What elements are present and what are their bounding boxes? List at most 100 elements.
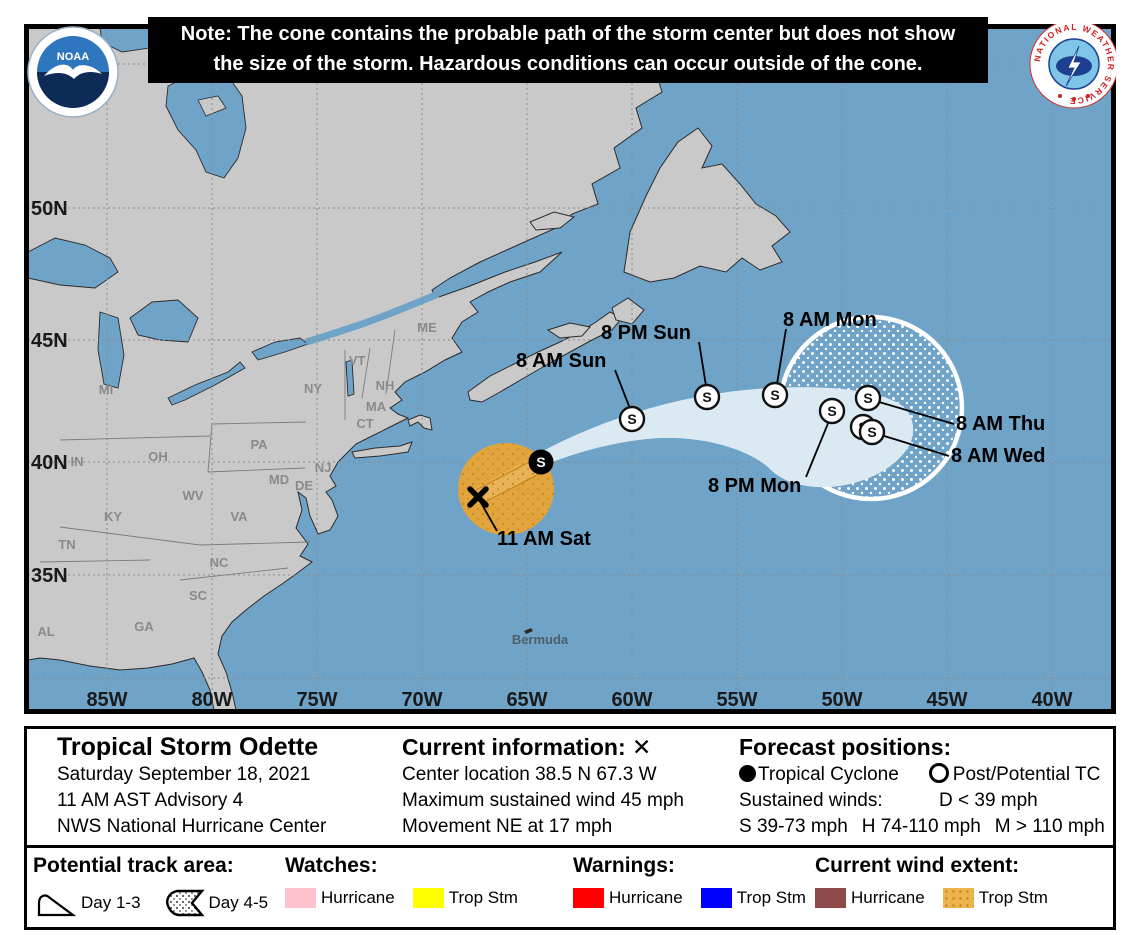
- storm-summary: Tropical Storm Odette Saturday September…: [57, 732, 326, 840]
- leader-lines: [479, 328, 955, 532]
- tropstm-extent-swatch: [942, 888, 974, 908]
- hurricane-extent-label: Hurricane: [851, 888, 925, 907]
- forecast-point: S: [854, 384, 882, 412]
- sustained-winds-row: Sustained winds: D < 39 mph: [739, 788, 1105, 814]
- lat-label: 45N: [31, 330, 68, 352]
- note-line-2: the size of the storm. Hazardous conditi…: [213, 53, 923, 75]
- state-label: DE: [295, 478, 313, 493]
- state-label: NH: [376, 378, 395, 393]
- tropstm-watch-label: Trop Stm: [448, 888, 518, 907]
- state-labels: ME VT NH MA CT NY PA NJ MD DE OH WV VA N…: [37, 320, 437, 639]
- lon-label: 85W: [86, 689, 127, 711]
- track-label: 8 AM Mon: [783, 309, 877, 331]
- lon-label: 40W: [1031, 689, 1072, 711]
- lake-erie: [167, 361, 246, 406]
- forecast-point: S: [858, 418, 886, 446]
- state-label: VT: [349, 353, 366, 368]
- forecast-point: S: [618, 405, 646, 433]
- track-label: 11 AM Sat: [497, 528, 591, 550]
- storm-agency: NWS National Hurricane Center: [57, 816, 327, 837]
- state-label: MI: [99, 382, 113, 397]
- lake-huron: [129, 299, 199, 343]
- state-label: VA: [230, 509, 248, 524]
- center-location: Center location 38.5 N 67.3 W: [402, 764, 657, 785]
- st-lawrence-river: [305, 290, 440, 346]
- state-label: NJ: [315, 460, 332, 475]
- lon-label: 65W: [506, 689, 547, 711]
- track-map: ME VT NH MA CT NY PA NJ MD DE OH WV VA N…: [24, 24, 1116, 714]
- legend-warnings: Warnings: Hurricane Trop Stm: [573, 854, 806, 908]
- state-label: SC: [189, 588, 208, 603]
- current-information: Current information: ✕ Center location 3…: [402, 732, 684, 840]
- track-label: 8 AM Thu: [956, 413, 1045, 435]
- warnings-heading: Warnings:: [573, 854, 675, 877]
- cape-breton: [611, 297, 645, 325]
- lat-label: 35N: [31, 565, 68, 587]
- state-label: NY: [304, 381, 322, 396]
- forecast-positions-heading: Forecast positions:: [739, 734, 952, 760]
- lon-label: 50W: [821, 689, 862, 711]
- tropstm-warning-label: Trop Stm: [736, 888, 806, 907]
- lon-label: 80W: [191, 689, 232, 711]
- wind-extent-heading: Current wind extent:: [815, 854, 1020, 877]
- lon-label: 45W: [926, 689, 967, 711]
- point-letter: S: [536, 454, 545, 470]
- lake-champlain: [345, 359, 355, 397]
- state-label: MA: [366, 399, 387, 414]
- storm-date: Saturday September 18, 2021: [57, 764, 311, 785]
- newfoundland: [623, 127, 791, 283]
- cone-note-banner: Note: The cone contains the probable pat…: [148, 17, 988, 83]
- noaa-logo-text: NOAA: [57, 51, 89, 63]
- tropical-cyclone-dot-icon: [739, 765, 756, 782]
- legend-row: Potential track area: Day 1-3 Day 4-5 Wa…: [27, 845, 1113, 924]
- point-letter: S: [702, 389, 711, 405]
- wind-cat-s: S 39-73 mph: [739, 816, 848, 837]
- point-letter: S: [867, 424, 876, 440]
- forecast-point: S: [693, 383, 721, 411]
- forecast-points: S S S S S: [528, 381, 886, 475]
- state-label: NC: [210, 555, 229, 570]
- lon-label: 70W: [401, 689, 442, 711]
- forecast-point: S: [818, 397, 846, 425]
- point-letter: S: [627, 411, 636, 427]
- cape-cod: [407, 414, 433, 431]
- current-position-x-icon: ✕: [632, 734, 652, 760]
- lon-label: 55W: [716, 689, 757, 711]
- prince-edward-island: [546, 322, 591, 339]
- max-sustained-wind: Maximum sustained wind 45 mph: [402, 790, 684, 811]
- note-line-1: Note: The cone contains the probable pat…: [180, 23, 956, 45]
- point-letter: S: [770, 387, 779, 403]
- state-label: KY: [104, 509, 122, 524]
- lat-label: 40N: [31, 452, 68, 474]
- hurricane-warning-swatch: [573, 888, 604, 908]
- lake-superior: [28, 237, 119, 289]
- state-label: ME: [417, 320, 437, 335]
- tropstm-watch-swatch: [412, 888, 444, 908]
- current-info-heading: Current information: ✕: [402, 732, 684, 762]
- tropstm-warning-swatch: [700, 888, 732, 908]
- nws-logo: NATIONAL WEATHER SERVICE: [1029, 24, 1116, 109]
- state-label: IN: [71, 454, 84, 469]
- watches-heading: Watches:: [285, 854, 378, 877]
- lon-label: 75W: [296, 689, 337, 711]
- tropstm-extent-label: Trop Stm: [978, 888, 1048, 907]
- lon-label: 60W: [611, 689, 652, 711]
- wind-categories-row: S 39-73 mph H 74-110 mph M > 110 mph: [739, 814, 1105, 840]
- state-label: CT: [356, 416, 373, 431]
- day13-cone-icon: [37, 894, 77, 917]
- track-label: 8 AM Sun: [516, 350, 606, 372]
- track-labels: 11 AM Sat 8 AM Sun 8 PM Sun 8 AM Mon 8 P…: [497, 309, 1045, 550]
- lakes: [28, 28, 355, 406]
- sustained-winds-label: Sustained winds:: [739, 790, 883, 811]
- point-letter: S: [863, 390, 872, 406]
- track-label: 8 PM Sun: [601, 322, 691, 344]
- state-label: GA: [134, 619, 154, 634]
- anticosti-island: [529, 211, 576, 231]
- hurricane-watch-swatch: [285, 888, 316, 908]
- hurricane-extent-swatch: [815, 888, 846, 908]
- legend-potential-track: Potential track area: Day 1-3 Day 4-5: [33, 854, 268, 918]
- post-potential-circle-icon: [928, 763, 949, 783]
- point-letter: S: [827, 403, 836, 419]
- track-label: 8 PM Mon: [708, 475, 801, 497]
- movement: Movement NE at 17 mph: [402, 816, 613, 837]
